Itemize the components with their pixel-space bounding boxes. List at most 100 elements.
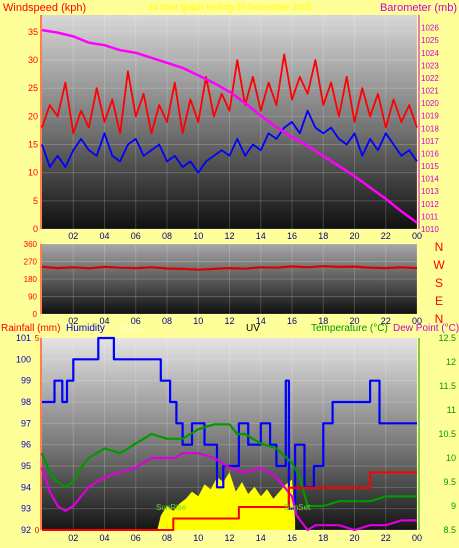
windspeed-axis-label: Windspeed (kph) [3, 2, 86, 14]
humidity-tick-label: 95 [21, 461, 31, 471]
barometer-tick-label: 1013 [421, 187, 439, 196]
humidity-tick-label: 101 [16, 333, 31, 343]
x-tick-label: 06 [131, 316, 141, 326]
humidity-tick-label: 94 [21, 482, 31, 492]
temperature-tick-label: 11 [447, 405, 456, 415]
humidity-tick-label: 97 [21, 418, 31, 428]
x-tick-label: 02 [68, 231, 78, 241]
direction-plot-background [42, 244, 417, 314]
x-tick-label: 12 [224, 316, 234, 326]
x-tick-label: 04 [99, 231, 109, 241]
sunrise-label: SunRise [156, 503, 187, 512]
temperature-tick-label: 12.5 [438, 333, 456, 343]
humidity-tick-label: 92 [21, 525, 31, 535]
x-tick-label: 12 [224, 533, 234, 543]
x-tick-label: 14 [256, 316, 266, 326]
x-tick-label: 14 [256, 533, 266, 543]
windspeed-tick-label: 30 [28, 55, 38, 65]
x-tick-label: 00 [412, 231, 422, 241]
compass-e: E [435, 294, 443, 308]
x-tick-label: 20 [349, 533, 359, 543]
barometer-tick-label: 1025 [421, 36, 439, 45]
rain-tick-label: 0 [35, 526, 40, 535]
x-tick-label: 08 [162, 533, 172, 543]
temperature-tick-label: 10 [446, 453, 456, 463]
barometer-tick-label: 1024 [421, 49, 439, 58]
temperature-tick-label: 9.5 [443, 477, 456, 487]
barometer-tick-label: 1019 [421, 112, 439, 121]
average-wind-series-line [41, 109, 418, 174]
x-tick-label: 18 [318, 231, 328, 241]
gust-series-line [41, 53, 418, 135]
chart-title: 24 hour graph ending 30 November 2005 [148, 2, 313, 12]
compass-s: S [435, 276, 443, 290]
barometer-tick-label: 1017 [421, 137, 439, 146]
humidity-tick-label: 93 [21, 504, 31, 514]
legend-temperature: Temperature (°C) [311, 323, 388, 334]
temperature-tick-label: 10.5 [438, 429, 456, 439]
barometer-tick-label: 1026 [421, 24, 439, 33]
x-tick-label: 08 [162, 316, 172, 326]
x-tick-label: 00 [412, 316, 422, 326]
x-tick-label: 06 [131, 533, 141, 543]
x-tick-label: 16 [287, 533, 297, 543]
x-tick-label: 12 [224, 231, 234, 241]
barometer-tick-label: 1018 [421, 124, 439, 133]
windspeed-tick-label: 15 [28, 140, 38, 150]
barometer-tick-label: 1015 [421, 162, 439, 171]
x-tick-label: 14 [256, 231, 266, 241]
direction-tick-label: 180 [24, 275, 38, 284]
rain-tick-label: 5 [35, 334, 40, 343]
barometer-tick-label: 1011 [421, 212, 439, 221]
barometer-tick-label: 1014 [421, 175, 439, 184]
barometer-axis-label: Barometer (mb) [380, 2, 457, 14]
legend-dewpoint: Dew Point (°C) [393, 323, 459, 334]
x-tick-label: 08 [162, 231, 172, 241]
direction-tick-label: 270 [24, 258, 38, 267]
x-tick-label: 02 [68, 316, 78, 326]
temperature-tick-label: 8.5 [443, 525, 456, 535]
temperature-series-line [40, 423, 417, 508]
dewpoint-series-line [40, 452, 417, 532]
x-tick-label: 22 [381, 231, 391, 241]
legend-rainfall: Rainfall (mm) [1, 323, 60, 334]
compass-n-top: N [435, 240, 444, 254]
barometer-tick-label: 1022 [421, 74, 439, 83]
temperature-tick-label: 9 [451, 501, 456, 511]
humidity-tick-label: 100 [16, 354, 31, 364]
humidity-series-line [42, 336, 417, 510]
humidity-tick-label: 96 [21, 440, 31, 450]
humidity-tick-label: 99 [21, 376, 31, 386]
barometer-tick-label: 1012 [421, 200, 439, 209]
solar-series-area [157, 472, 296, 530]
x-tick-label: 04 [99, 533, 109, 543]
x-tick-label: 18 [318, 316, 328, 326]
barometer-tick-label: 1023 [421, 61, 439, 70]
windspeed-tick-label: 0 [33, 224, 38, 234]
rainfall-series-line [42, 471, 417, 531]
chart-marks [40, 28, 418, 532]
x-tick-label: 16 [287, 316, 297, 326]
tick-labels: 02 04 06 08 10 12 14 16 18 20 22 000510152025303510… [16, 24, 456, 543]
x-tick-label: 18 [318, 533, 328, 543]
legend-solar: Solar [118, 323, 142, 334]
wind-direction-series-line [41, 265, 418, 271]
x-tick-label: 20 [349, 316, 359, 326]
legend-uv: UV [246, 323, 260, 334]
windspeed-tick-label: 10 [28, 168, 38, 178]
barometer-series-line [41, 28, 418, 224]
direction-tick-label: 0 [33, 310, 38, 319]
windspeed-tick-label: 20 [28, 111, 38, 121]
direction-tick-label: 360 [24, 240, 38, 249]
x-tick-label: 04 [99, 316, 109, 326]
barometer-tick-label: 1020 [421, 99, 439, 108]
barometer-tick-label: 1021 [421, 87, 439, 96]
legend-humidity: Humidity [66, 323, 105, 334]
x-tick-label: 10 [193, 316, 203, 326]
x-tick-label: 16 [287, 231, 297, 241]
x-tick-label: 10 [193, 533, 203, 543]
x-tick-label: 22 [381, 316, 391, 326]
barometer-tick-label: 1010 [421, 225, 439, 234]
